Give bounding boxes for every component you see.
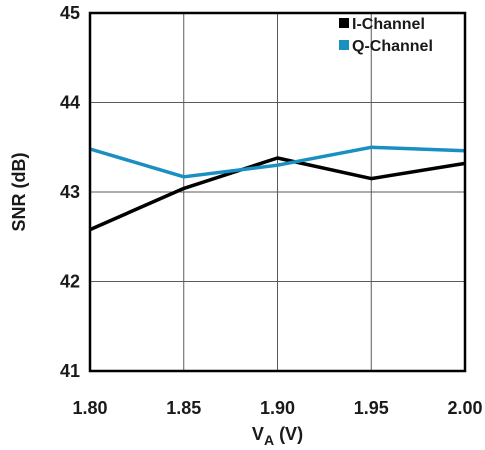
x-tick-label: 1.95 <box>354 398 389 418</box>
legend-swatch <box>339 18 349 28</box>
y-tick-label: 41 <box>60 361 80 381</box>
x-axis-title-main: V <box>252 424 264 444</box>
x-axis-title-unit: (V) <box>274 424 303 444</box>
series-lines <box>89 145 466 232</box>
y-tick-label: 45 <box>60 3 80 23</box>
legend: I-Channel Q-Channel <box>339 16 433 55</box>
y-tick-label: 44 <box>60 93 80 113</box>
x-tick-label: 2.00 <box>447 398 482 418</box>
y-tick-label: 42 <box>60 272 80 292</box>
legend-label: Q-Channel <box>352 38 433 55</box>
y-axis-title: SNR (dB) <box>9 153 29 232</box>
x-axis-title: VA (V) <box>252 424 303 448</box>
x-tick-label: 1.85 <box>166 398 201 418</box>
legend-swatch <box>339 40 349 50</box>
y-tick-labels: 41 42 43 44 45 <box>60 3 80 381</box>
x-tick-labels: 1.80 1.85 1.90 1.95 2.00 <box>72 398 482 418</box>
y-tick-label: 43 <box>60 182 80 202</box>
series-line-q-channel <box>89 145 466 179</box>
x-tick-label: 1.80 <box>72 398 107 418</box>
legend-label: I-Channel <box>352 16 425 33</box>
x-tick-label: 1.90 <box>260 398 295 418</box>
x-axis-title-subscript: A <box>264 432 274 448</box>
plot-frame <box>88 11 467 373</box>
grid-lines <box>90 13 465 371</box>
series-line-i-channel <box>89 156 466 232</box>
